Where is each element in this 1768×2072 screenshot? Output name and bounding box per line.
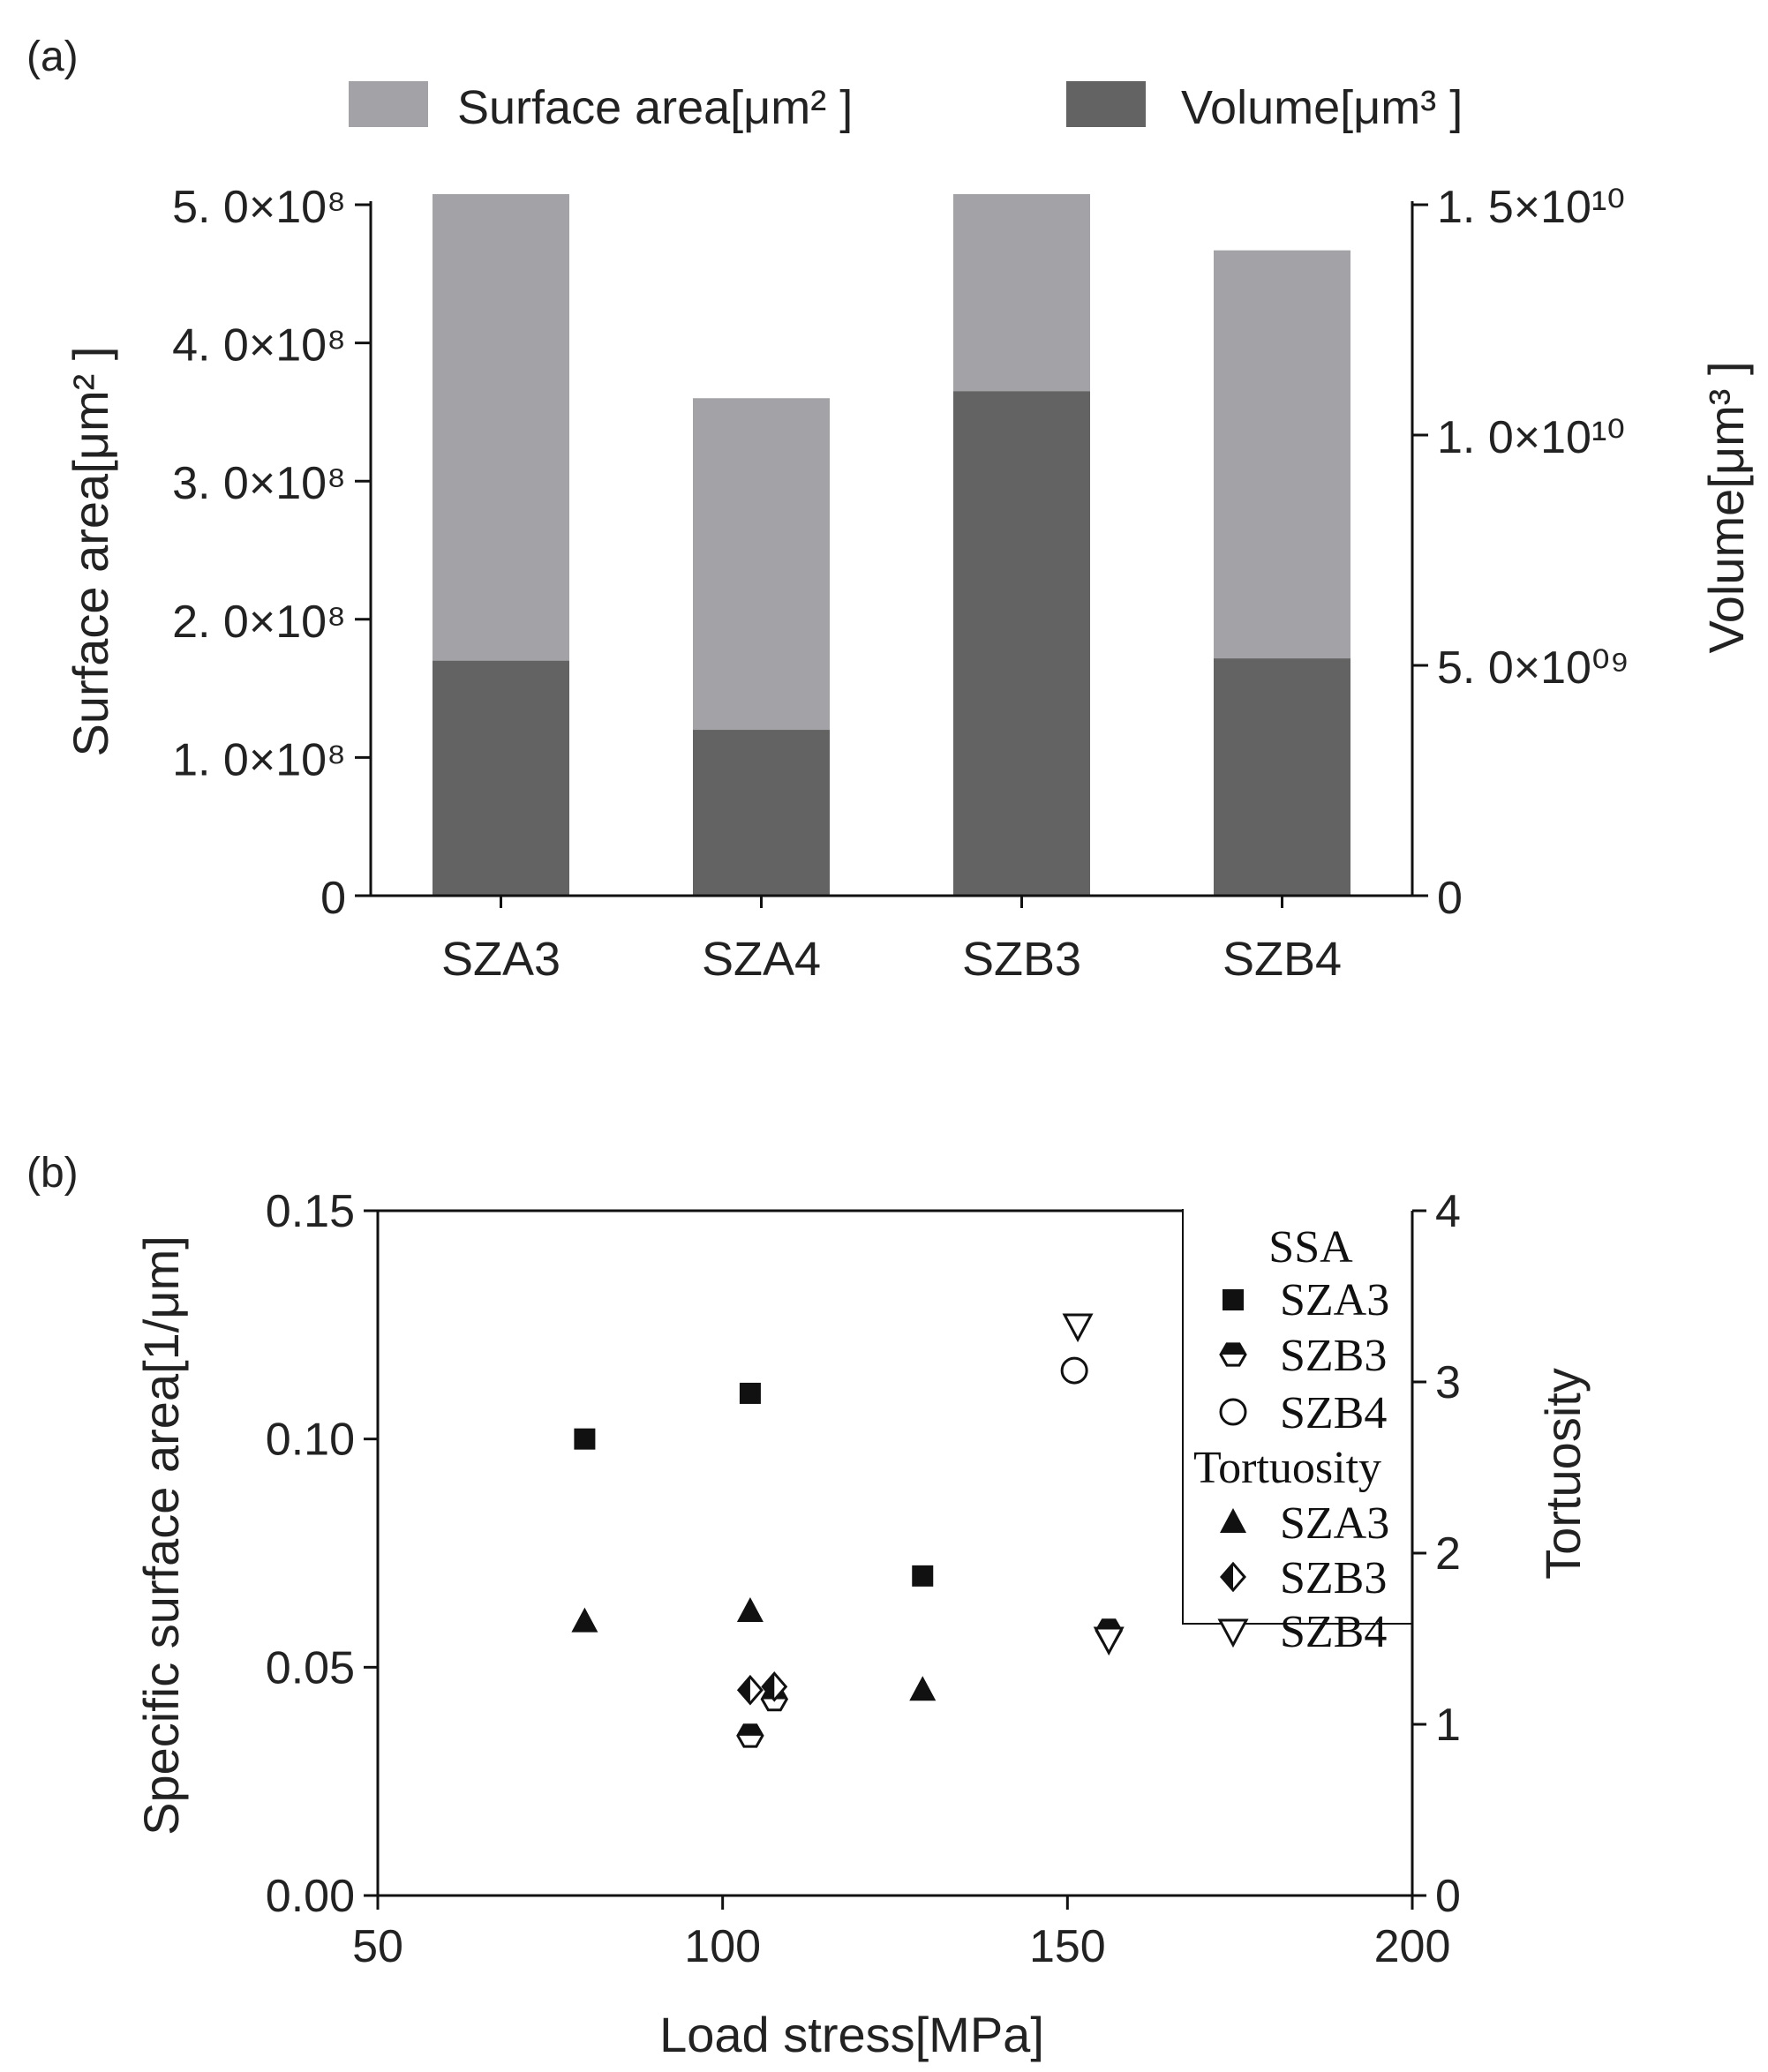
point-ssa-szb4-0-shape <box>1060 1356 1088 1385</box>
right-tick-label-b-2: 2 <box>1435 1528 1461 1580</box>
point-tortuosity-sza3-0-shape <box>571 1607 598 1633</box>
x-tick-label-a-szb4: SZB4 <box>1223 933 1342 986</box>
point-tortuosity-sza3-1-shape <box>736 1596 764 1622</box>
point-ssa-sza3-0 <box>574 1428 596 1450</box>
bar-volume-szb3 <box>953 391 1090 896</box>
legend-b-label-ssa-szb4: SZB4 <box>1280 1388 1387 1438</box>
point-ssa-szb4-0 <box>1060 1356 1088 1385</box>
legend-swatch-surface-area <box>349 81 428 127</box>
left-axis-title-a: Surface area[μm² ] <box>63 347 118 757</box>
point-tortuosity-sza3-2-shape <box>909 1676 937 1701</box>
point-ssa-sza3-2-shape <box>912 1565 934 1587</box>
right-tick-label-a-0: 0 <box>1437 873 1463 924</box>
point-tortuosity-szb4-1-shape <box>1093 1626 1125 1656</box>
legend-b-label-tort-szb3: SZB3 <box>1280 1553 1387 1603</box>
x-tick-label-a-sza4: SZA4 <box>702 933 821 986</box>
left-tick-label-b-1: 0.05 <box>266 1642 355 1693</box>
legend-marker-tortuosity-sza3-shape <box>1220 1508 1246 1533</box>
left-tick-label-a-2: 2. 0×10⁸ <box>172 597 346 648</box>
right-tick-label-a-3: 1. 5×10¹⁰ <box>1437 182 1625 233</box>
x-tick-label-b-2: 150 <box>1029 1921 1106 1972</box>
legend-marker-ssa-sza3-shape <box>1223 1289 1244 1310</box>
legend-label-surface-area: Surface area[μm² ] <box>457 81 853 134</box>
left-tick-label-b-3: 0.15 <box>266 1186 355 1237</box>
point-tortuosity-szb4-1 <box>1093 1626 1125 1656</box>
legend-marker-ssa-sza3 <box>1223 1289 1244 1310</box>
legend-b-label-tort-szb4: SZB4 <box>1280 1607 1387 1657</box>
point-tortuosity-szb3-1-fill <box>763 1673 775 1700</box>
bar-volume-sza3 <box>433 660 569 896</box>
legend-marker-tortuosity-szb4-shape <box>1217 1618 1249 1648</box>
right-tick-label-a-2: 1. 0×10¹⁰ <box>1437 412 1625 463</box>
axes-b: 50 100 150 200 0.00 0.05 0.10 0.15 0 1 2 3 4 <box>266 1186 1461 1972</box>
x-tick-label-a-szb3: SZB3 <box>962 933 1081 986</box>
legend-marker-ssa-szb4 <box>1219 1398 1247 1426</box>
legend-b-label-ssa-sza3: SZA3 <box>1280 1275 1389 1325</box>
left-tick-label-a-3: 3. 0×10⁸ <box>172 458 346 509</box>
legend-marker-tortuosity-szb4 <box>1217 1618 1249 1648</box>
legend-a: Surface area[μm² ] Volume[μm³ ] <box>349 81 1463 134</box>
legend-b: SSA SZA3 SZB3 SZB4 Tortuosity SZA3 SZB3 … <box>1182 1209 1412 1657</box>
left-tick-label-b-0: 0.00 <box>266 1871 355 1922</box>
right-axis-title-b: Tortuosity <box>1535 1368 1591 1580</box>
point-ssa-szb3-0-fill <box>737 1724 763 1736</box>
left-tick-label-a-4: 4. 0×10⁸ <box>172 320 346 372</box>
legend-marker-tortuosity-sza3 <box>1220 1508 1246 1533</box>
x-tick-label-b-1: 100 <box>684 1921 761 1972</box>
points-b <box>571 1313 1125 1748</box>
legend-swatch-volume <box>1066 81 1146 127</box>
legend-b-markers <box>1217 1289 1249 1648</box>
point-ssa-sza3-2 <box>912 1565 934 1587</box>
panel-b: (b) 50 100 150 200 0.00 0.05 0.10 0.15 0 1 2 3 4 SSA… <box>26 1150 1591 2062</box>
panel-a-label: (a) <box>26 34 79 80</box>
point-tortuosity-sza3-0 <box>571 1607 598 1633</box>
axes-a: SZA3 SZA4 SZB3 SZB4 0 1. 0×10⁸ 2. 0×10⁸ 3. 0×10… <box>172 182 1629 986</box>
right-axis-title-a: Volume[μm³ ] <box>1698 361 1754 653</box>
x-tick-label-a-sza3: SZA3 <box>441 933 560 986</box>
left-tick-label-a-0: 0 <box>320 873 346 924</box>
bar-volume-szb4 <box>1214 658 1350 896</box>
point-ssa-sza3-1 <box>739 1382 761 1404</box>
left-axis-title-b: Specific surface area[1/μm] <box>133 1235 189 1836</box>
panel-a: (a) Surface area[μm² ] Volume[μm³ ] SZA3… <box>26 34 1754 986</box>
legend-marker-ssa-szb4-shape <box>1219 1398 1247 1426</box>
right-tick-label-b-1: 1 <box>1435 1700 1461 1751</box>
left-tick-label-a-1: 1. 0×10⁸ <box>172 734 346 785</box>
point-tortuosity-szb4-0-shape <box>1062 1313 1094 1343</box>
right-tick-label-b-3: 3 <box>1435 1357 1461 1408</box>
point-ssa-szb3-0 <box>736 1723 764 1748</box>
point-tortuosity-szb4-0 <box>1062 1313 1094 1343</box>
legend-label-volume: Volume[μm³ ] <box>1181 81 1463 134</box>
panel-b-label: (b) <box>26 1150 79 1197</box>
legend-b-title-tortuosity: Tortuosity <box>1193 1443 1381 1493</box>
right-tick-label-b-0: 0 <box>1435 1871 1461 1922</box>
legend-marker-tortuosity-szb3 <box>1220 1561 1246 1593</box>
point-ssa-sza3-0-shape <box>574 1428 596 1450</box>
bar-volume-sza4 <box>693 730 830 896</box>
left-tick-label-a-5: 5. 0×10⁸ <box>172 182 346 233</box>
legend-b-frame <box>1182 1209 1412 1625</box>
left-tick-label-b-2: 0.10 <box>266 1415 355 1466</box>
point-tortuosity-szb3-0-fill <box>738 1677 750 1704</box>
right-tick-label-b-4: 4 <box>1435 1186 1461 1237</box>
x-axis-title-b: Load stress[MPa] <box>659 2007 1044 2062</box>
legend-b-title-ssa: SSA <box>1268 1222 1353 1272</box>
right-tick-label-a-1: 5. 0×10⁰⁹ <box>1437 642 1629 694</box>
point-tortuosity-sza3-1 <box>736 1596 764 1622</box>
point-tortuosity-szb3-0 <box>736 1674 764 1706</box>
legend-marker-tortuosity-szb3-fill <box>1222 1564 1233 1590</box>
legend-marker-ssa-szb3-fill <box>1221 1343 1245 1355</box>
x-tick-label-b-0: 50 <box>352 1921 403 1972</box>
point-tortuosity-sza3-2 <box>909 1676 937 1701</box>
legend-b-label-tort-sza3: SZA3 <box>1280 1498 1389 1549</box>
x-tick-label-b-3: 200 <box>1374 1921 1451 1972</box>
point-tortuosity-szb3-1 <box>761 1671 788 1702</box>
point-ssa-sza3-1-shape <box>739 1382 761 1404</box>
bars-a <box>433 194 1350 897</box>
legend-marker-ssa-szb3 <box>1219 1342 1247 1367</box>
legend-b-label-ssa-szb3: SZB3 <box>1280 1331 1387 1381</box>
